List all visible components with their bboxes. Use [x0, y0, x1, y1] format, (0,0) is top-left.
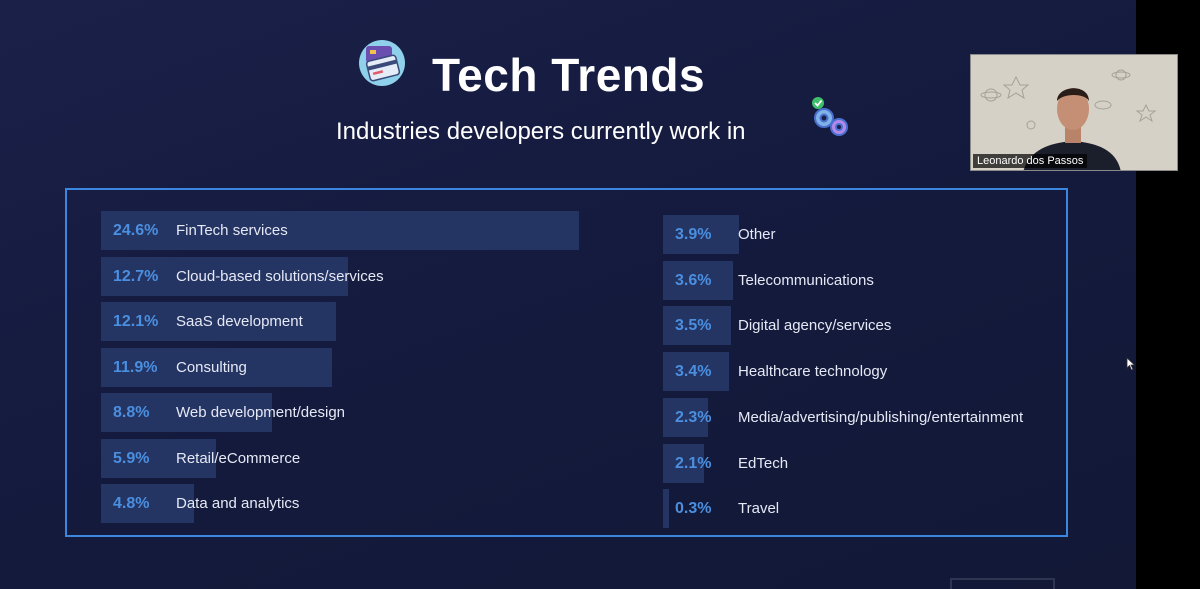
bar-row: 12.1% SaaS development	[101, 302, 521, 341]
bar-category-label: SaaS development	[176, 313, 303, 330]
bar	[101, 393, 272, 432]
bar	[101, 438, 216, 478]
bar	[663, 443, 704, 483]
bar	[663, 260, 733, 300]
presentation-slide: Tech Trends Industries developers curren…	[0, 0, 1136, 589]
bar-row: 3.5% Digital agency/services	[663, 306, 1083, 346]
bar-category-label: Digital agency/services	[738, 317, 892, 335]
webcam-video-tile[interactable]: Leonardo dos Passos	[970, 54, 1178, 171]
bar-row: 12.7% Cloud-based solutions/services	[101, 256, 521, 296]
bar-value-label: 12.1%	[113, 313, 159, 330]
bar-row: 2.1% EdTech	[663, 443, 1083, 483]
bar-category-label: Retail/eCommerce	[176, 449, 301, 467]
bar-category-label: Data and analytics	[176, 495, 300, 512]
bar-category-label: Healthcare technology	[738, 363, 888, 381]
bar-row: 2.3% Media/advertising/publishing/enterta…	[663, 397, 1083, 437]
bar-row: 4.8% Data and analytics	[101, 484, 521, 523]
bar-row: 3.6% Telecommunications	[663, 260, 1083, 300]
bar	[663, 397, 708, 437]
bar-value-label: 2.3%	[675, 408, 712, 426]
bar-value-label: 3.6%	[675, 271, 712, 289]
bar-row: 3.9% Other	[663, 215, 1083, 254]
bar	[101, 302, 337, 341]
bar	[663, 215, 739, 254]
slide-title: Tech Trends	[432, 49, 706, 101]
bar-value-label: 11.9%	[113, 358, 158, 376]
bar	[101, 256, 348, 296]
bar-value-label: 0.3%	[675, 500, 712, 518]
bar-row: 11.9% Consulting	[101, 347, 521, 387]
bar-category-label: Other	[738, 226, 776, 243]
bar-category-label: Cloud-based solutions/services	[176, 267, 384, 285]
credit-card-icon	[359, 40, 405, 86]
bar	[101, 347, 333, 387]
bar-category-label: Travel	[738, 500, 780, 518]
bar-category-label: FinTech services	[176, 222, 288, 239]
bar-value-label: 3.9%	[675, 226, 712, 243]
bar-row: 8.8% Web development/design	[101, 393, 521, 432]
bar-row: 3.4% Healthcare technology	[663, 352, 1083, 392]
bar-value-label: 24.6%	[113, 222, 159, 239]
bar	[101, 211, 579, 250]
bar-value-label: 2.1%	[675, 454, 712, 472]
bar-value-label: 3.4%	[675, 363, 712, 381]
bar-category-label: Consulting	[176, 358, 247, 376]
bar-category-label: EdTech	[738, 454, 789, 472]
bar-value-label: 3.5%	[675, 317, 712, 335]
bar-chart-frame: 24.6% FinTech services 12.7% Cloud-based so…	[65, 188, 1068, 537]
bar	[663, 306, 731, 346]
bar-category-label: Telecommunications	[738, 271, 874, 289]
slide-subtitle: Industries developers currently work in	[336, 118, 746, 145]
bar-category-label: Web development/design	[176, 404, 345, 421]
watermark-logo	[950, 578, 1055, 589]
bar	[663, 352, 730, 392]
bar-value-label: 5.9%	[113, 449, 150, 467]
bar-value-label: 4.8%	[113, 495, 150, 512]
bar	[101, 484, 195, 523]
bar-row: 24.6% FinTech services	[101, 211, 579, 250]
bar-value-label: 12.7%	[113, 267, 159, 285]
bar	[663, 489, 669, 529]
mouse-cursor-icon	[1126, 357, 1136, 371]
bar-value-label: 8.8%	[113, 404, 150, 421]
bar-row: 5.9% Retail/eCommerce	[101, 438, 521, 478]
participant-name-label: Leonardo dos Passos	[973, 154, 1088, 168]
bar-row: 0.3% Travel	[663, 489, 1083, 529]
bar-category-label: Media/advertising/publishing/entertainme…	[738, 408, 1024, 426]
gears-icon	[812, 97, 848, 136]
